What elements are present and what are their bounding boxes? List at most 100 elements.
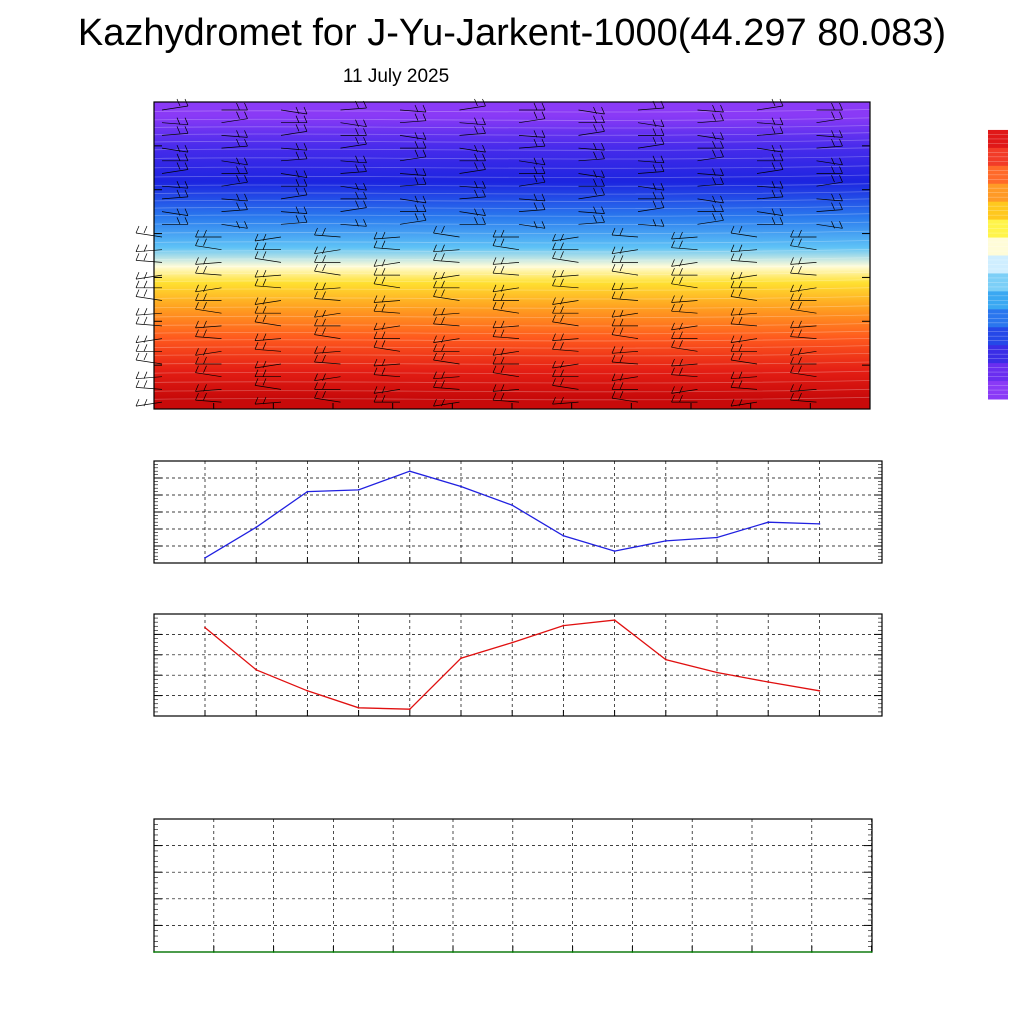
wind-barb: [519, 102, 546, 111]
wind-barb: [552, 278, 579, 289]
data-point: [631, 951, 634, 953]
wind-barb: [756, 162, 784, 174]
wind-barb: [492, 302, 520, 314]
wind-barb: [671, 367, 698, 378]
wind-barb: [552, 342, 579, 352]
wind-barb: [697, 113, 724, 124]
wind-barb: [611, 263, 639, 276]
data-point: [452, 951, 454, 953]
wind-barb: [280, 215, 308, 225]
wind-barb: [671, 276, 698, 289]
contour-line: [153, 353, 871, 357]
wind-barb: [135, 244, 163, 253]
wind-barb: [254, 297, 282, 305]
wind-barb: [221, 193, 248, 202]
wind-barb: [399, 177, 427, 187]
wind-barb: [816, 202, 843, 212]
wind-barb: [195, 238, 222, 251]
wind-barb: [492, 320, 520, 329]
wind-barb: [671, 331, 698, 339]
data-point: [664, 540, 667, 542]
cross-section-panel: [135, 98, 871, 410]
wind-barb: [221, 102, 248, 111]
wind-barb: [697, 140, 724, 149]
colorbar-swatch: [988, 255, 1008, 274]
colorbar: [988, 112, 1008, 400]
contour-line: [153, 213, 871, 217]
wind-barb: [459, 181, 486, 189]
wind-barb: [400, 204, 427, 212]
contour-line: [153, 183, 871, 187]
wind-barb: [254, 251, 282, 263]
temperature-panel: [153, 613, 883, 717]
wind-barb: [637, 119, 665, 128]
wind-barb: [637, 164, 665, 174]
wind-barb: [552, 369, 579, 378]
colorbar-swatch: [988, 201, 1008, 221]
data-point: [818, 523, 821, 525]
colorbar-swatch: [988, 327, 1008, 346]
wind-barb: [161, 208, 189, 216]
wind-barb: [730, 271, 758, 280]
wind-barb: [254, 306, 281, 314]
wind-barb: [135, 289, 163, 301]
wind-barb: [399, 132, 427, 140]
wind-barb: [195, 302, 222, 314]
contour-line: [153, 264, 871, 269]
contour-line: [153, 174, 871, 178]
wind-barb: [671, 394, 698, 403]
wind-barb: [195, 320, 222, 329]
wind-barb: [697, 204, 724, 212]
data-point: [460, 657, 462, 660]
wind-barb: [340, 119, 367, 128]
data-point: [408, 470, 411, 473]
wind-barb: [816, 130, 843, 138]
wind-barb: [671, 267, 698, 276]
wind-barb: [161, 117, 189, 126]
wind-barb: [790, 320, 817, 329]
wind-barb: [373, 386, 401, 394]
wind-barb: [637, 200, 665, 212]
wind-barb: [578, 142, 605, 151]
wind-barb: [161, 181, 189, 189]
wind-barb: [373, 358, 401, 367]
wind-barb: [254, 342, 282, 352]
wind-barb: [611, 227, 639, 238]
wind-barb: [552, 378, 579, 390]
wind-barb: [671, 304, 698, 314]
wind-barb: [280, 124, 308, 136]
data-point: [716, 671, 718, 674]
wind-barb: [671, 295, 698, 303]
contour-line: [153, 117, 871, 121]
data-point: [204, 557, 206, 559]
wind-barb: [314, 246, 341, 255]
data-point: [562, 534, 565, 537]
data-point: [767, 681, 770, 683]
wind-barb: [135, 371, 163, 380]
wind-barb: [221, 202, 248, 212]
wind-barb: [373, 240, 401, 251]
wind-barb: [637, 155, 665, 164]
wind-barb: [340, 191, 367, 200]
wind-barb: [373, 331, 400, 339]
wind-barb: [552, 251, 579, 263]
wind-barb: [492, 384, 520, 392]
data-point: [818, 689, 821, 692]
wind-barb: [552, 242, 579, 251]
wind-barb: [790, 284, 817, 293]
wind-barb: [492, 238, 520, 251]
contour-line: [153, 230, 871, 235]
contour-line: [153, 388, 871, 393]
wind-barb: [730, 380, 758, 390]
wind-barb: [671, 386, 698, 394]
wind-barb: [221, 157, 248, 166]
data-point: [664, 658, 667, 661]
wind-barb: [162, 153, 189, 162]
wind-barb: [340, 155, 367, 164]
data-point: [511, 641, 514, 644]
colorbar-swatch: [988, 381, 1008, 400]
wind-barb: [492, 265, 520, 276]
wind-barb: [790, 265, 817, 276]
wind-barb: [373, 259, 401, 267]
contour-line: [153, 191, 871, 195]
